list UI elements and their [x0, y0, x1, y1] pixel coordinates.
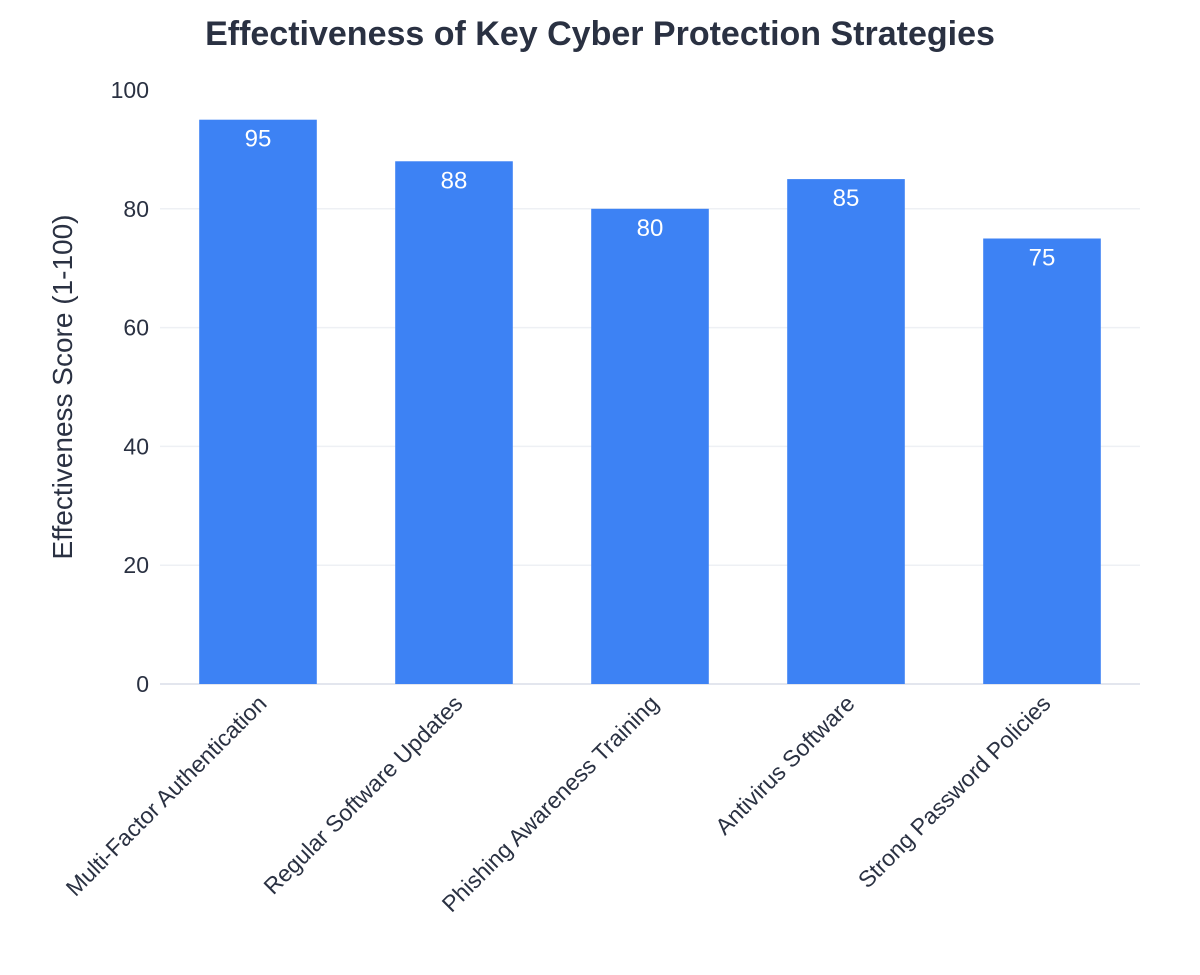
x-tick-label: Regular Software Updates: [258, 690, 467, 899]
data-label: 75: [1029, 245, 1056, 272]
y-tick-label: 20: [123, 552, 149, 578]
bar: [983, 238, 1101, 684]
x-tick-label: Phishing Awareness Training: [437, 690, 664, 917]
bar: [199, 119, 317, 684]
y-tick-label: 100: [111, 77, 149, 103]
data-label: 95: [245, 126, 272, 153]
bar: [591, 208, 709, 685]
bar: [395, 161, 513, 684]
x-tick-label: Antivirus Software: [710, 690, 859, 839]
y-axis-title: Effectiveness Score (1-100): [47, 215, 78, 560]
data-label: 88: [441, 167, 468, 194]
y-tick-label: 40: [123, 433, 149, 459]
y-tick-label: 60: [123, 315, 149, 341]
data-label: 85: [833, 185, 860, 212]
bar: [787, 179, 905, 684]
x-tick-label: Multi-Factor Authentication: [61, 690, 272, 901]
data-label: 80: [637, 215, 664, 242]
data-labels: 95 88 80 85 75: [245, 126, 1056, 272]
x-tick-label: Strong Password Policies: [853, 690, 1056, 893]
chart-title: Effectiveness of Key Cyber Protection St…: [205, 15, 995, 53]
y-tick-labels: 0 20 40 60 80 100: [111, 77, 149, 697]
y-tick-label: 0: [136, 671, 149, 697]
y-tick-label: 80: [123, 196, 149, 222]
bars: [199, 119, 1101, 685]
